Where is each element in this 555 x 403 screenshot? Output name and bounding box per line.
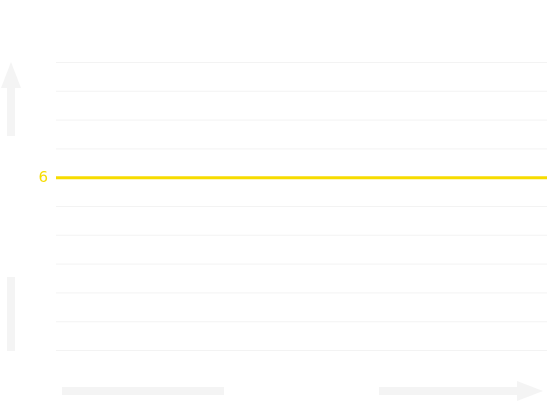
axis-bar bbox=[62, 387, 224, 395]
arrow-head bbox=[517, 381, 543, 401]
arrow-shaft bbox=[379, 387, 521, 395]
decorations bbox=[1, 62, 543, 401]
arrow-shaft bbox=[7, 80, 15, 136]
grid bbox=[56, 62, 547, 351]
axis-bar bbox=[7, 277, 15, 351]
y-tick-label: 6 bbox=[38, 168, 48, 186]
arrow-head bbox=[1, 62, 21, 88]
